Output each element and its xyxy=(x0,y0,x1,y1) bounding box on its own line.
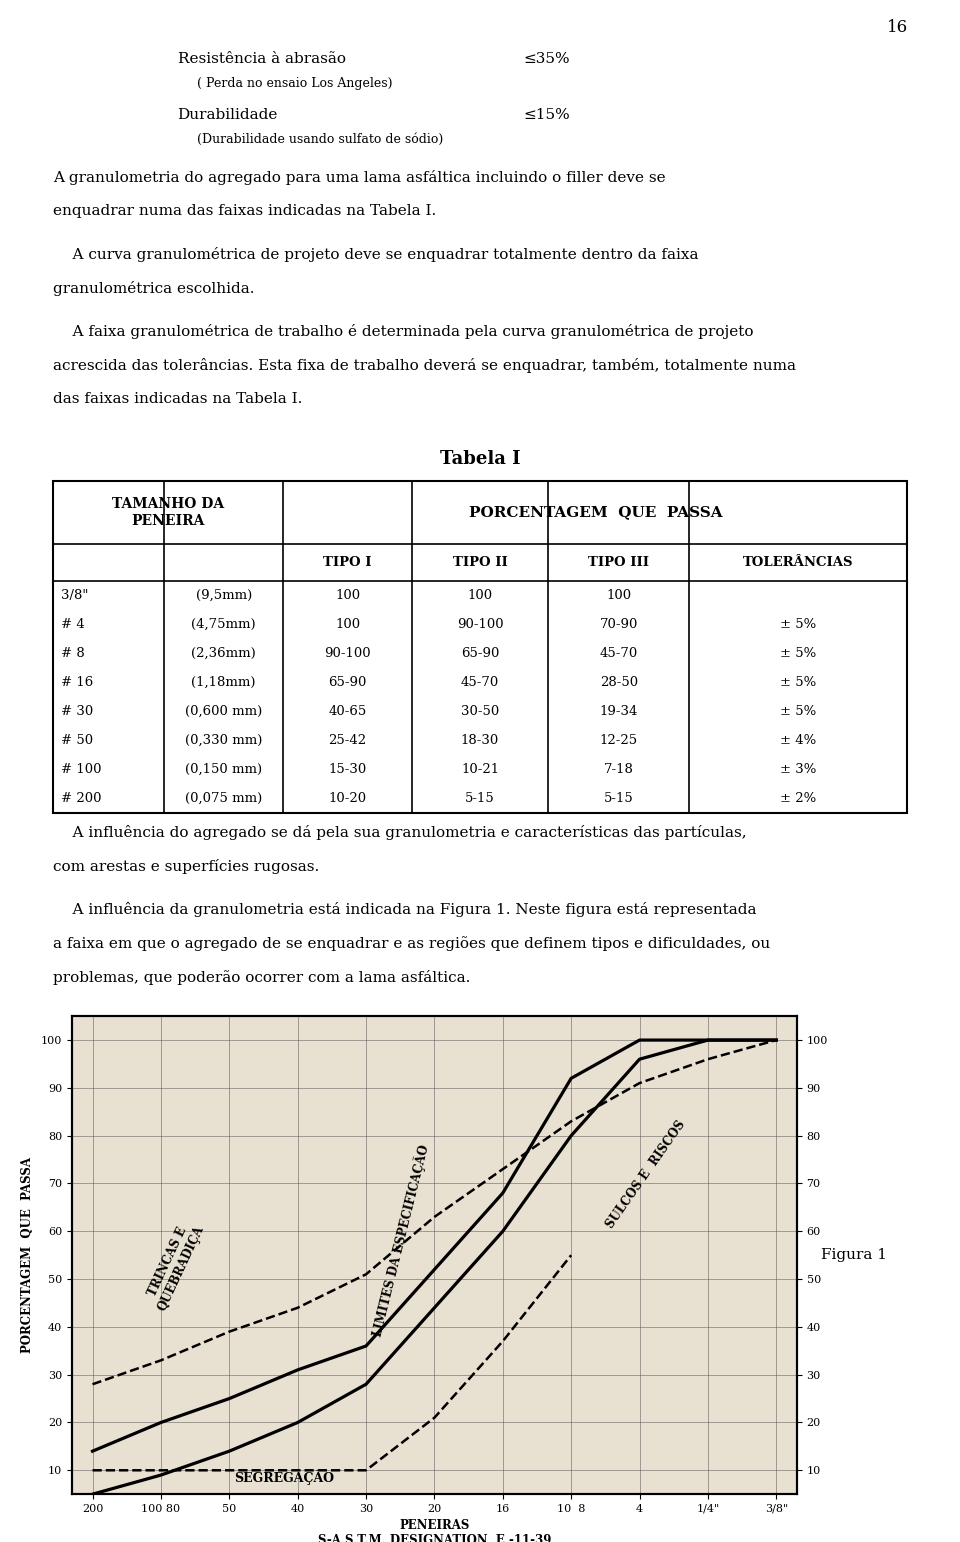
Text: ≤15%: ≤15% xyxy=(523,108,570,122)
Text: # 100: # 100 xyxy=(61,763,102,776)
Y-axis label: PORCENTAGEM  QUE  PASSA: PORCENTAGEM QUE PASSA xyxy=(21,1156,34,1354)
Text: # 8: # 8 xyxy=(61,646,85,660)
Text: TAMANHO DA
PENEIRA: TAMANHO DA PENEIRA xyxy=(112,498,225,527)
Text: 100: 100 xyxy=(335,589,360,601)
Text: 65-90: 65-90 xyxy=(461,646,499,660)
Text: das faixas indicadas na Tabela I.: das faixas indicadas na Tabela I. xyxy=(53,392,302,406)
Text: Figura 1: Figura 1 xyxy=(821,1247,887,1263)
Text: acrescida das tolerâncias. Esta fixa de trabalho deverá se enquadrar, também, to: acrescida das tolerâncias. Esta fixa de … xyxy=(53,358,796,373)
Text: granulométrica escolhida.: granulométrica escolhida. xyxy=(53,281,254,296)
Text: (1,18mm): (1,18mm) xyxy=(191,675,256,689)
Text: TIPO I: TIPO I xyxy=(324,555,372,569)
Text: ± 3%: ± 3% xyxy=(780,763,816,776)
Text: (4,75mm): (4,75mm) xyxy=(191,618,256,631)
Text: (0,075 mm): (0,075 mm) xyxy=(185,791,262,805)
Text: 28-50: 28-50 xyxy=(600,675,637,689)
Text: 10-21: 10-21 xyxy=(461,763,499,776)
Text: a faixa em que o agregado de se enquadrar e as regiões que definem tipos e dific: a faixa em que o agregado de se enquadra… xyxy=(53,936,770,951)
Text: 16: 16 xyxy=(887,19,908,35)
Text: TOLERÂNCIAS: TOLERÂNCIAS xyxy=(743,555,853,569)
Text: ± 5%: ± 5% xyxy=(780,618,816,631)
Text: 15-30: 15-30 xyxy=(328,763,367,776)
Text: 45-70: 45-70 xyxy=(600,646,638,660)
Text: ± 2%: ± 2% xyxy=(780,791,816,805)
Text: # 4: # 4 xyxy=(61,618,85,631)
Text: 100: 100 xyxy=(335,618,360,631)
Text: ( Perda no ensaio Los Angeles): ( Perda no ensaio Los Angeles) xyxy=(197,77,393,89)
Text: TRINCAS E
QUEBRADIÇA: TRINCAS E QUEBRADIÇA xyxy=(142,1217,206,1312)
Text: # 200: # 200 xyxy=(61,791,102,805)
Text: Durabilidade: Durabilidade xyxy=(178,108,278,122)
Text: TIPO II: TIPO II xyxy=(452,555,508,569)
Text: A influência do agregado se dá pela sua granulometria e características das part: A influência do agregado se dá pela sua … xyxy=(53,825,747,840)
Text: 100: 100 xyxy=(468,589,492,601)
Text: Resistência à abrasão: Resistência à abrasão xyxy=(178,52,346,66)
Text: problemas, que poderão ocorrer com a lama asfáltica.: problemas, que poderão ocorrer com a lam… xyxy=(53,970,470,985)
Text: 10-20: 10-20 xyxy=(328,791,367,805)
Text: PORCENTAGEM  QUE  PASSA: PORCENTAGEM QUE PASSA xyxy=(468,506,722,520)
Text: A influência da granulometria está indicada na Figura 1. Neste figura está repre: A influência da granulometria está indic… xyxy=(53,902,756,917)
Text: (Durabilidade usando sulfato de sódio): (Durabilidade usando sulfato de sódio) xyxy=(197,133,444,145)
Text: 18-30: 18-30 xyxy=(461,734,499,746)
Text: 12-25: 12-25 xyxy=(600,734,637,746)
Text: 45-70: 45-70 xyxy=(461,675,499,689)
Text: # 30: # 30 xyxy=(61,705,93,717)
Text: (0,330 mm): (0,330 mm) xyxy=(185,734,262,746)
Text: 40-65: 40-65 xyxy=(328,705,367,717)
Text: Tabela I: Tabela I xyxy=(440,450,520,469)
Text: SEGREGAÇÃO: SEGREGAÇÃO xyxy=(234,1470,334,1485)
Text: ± 5%: ± 5% xyxy=(780,646,816,660)
Text: 90-100: 90-100 xyxy=(324,646,371,660)
Text: 100: 100 xyxy=(607,589,632,601)
Text: 70-90: 70-90 xyxy=(600,618,638,631)
X-axis label: PENEIRAS
S-A.S.T.M. DESIGNATION  E -11-39: PENEIRAS S-A.S.T.M. DESIGNATION E -11-39 xyxy=(318,1519,551,1542)
Text: 90-100: 90-100 xyxy=(457,618,503,631)
Text: 19-34: 19-34 xyxy=(600,705,638,717)
Text: enquadrar numa das faixas indicadas na Tabela I.: enquadrar numa das faixas indicadas na T… xyxy=(53,204,436,217)
Text: 7-18: 7-18 xyxy=(604,763,634,776)
Text: # 16: # 16 xyxy=(61,675,93,689)
Text: 30-50: 30-50 xyxy=(461,705,499,717)
Text: A curva granulométrica de projeto deve se enquadrar totalmente dentro da faixa: A curva granulométrica de projeto deve s… xyxy=(53,247,698,262)
Text: (0,600 mm): (0,600 mm) xyxy=(185,705,262,717)
Text: 5-15: 5-15 xyxy=(604,791,634,805)
Text: ± 4%: ± 4% xyxy=(780,734,816,746)
Text: (9,5mm): (9,5mm) xyxy=(196,589,252,601)
Text: LIMITES DA ESPECIFICAÇÃO: LIMITES DA ESPECIFICAÇÃO xyxy=(370,1143,431,1338)
Text: com arestas e superfícies rugosas.: com arestas e superfícies rugosas. xyxy=(53,859,319,874)
Text: A granulometria do agregado para uma lama asfáltica incluindo o filler deve se: A granulometria do agregado para uma lam… xyxy=(53,170,665,185)
Text: ≤35%: ≤35% xyxy=(523,52,570,66)
Text: TIPO III: TIPO III xyxy=(588,555,649,569)
Text: A faixa granulométrica de trabalho é determinada pela curva granulométrica de pr: A faixa granulométrica de trabalho é det… xyxy=(53,324,754,339)
Text: 5-15: 5-15 xyxy=(466,791,494,805)
Text: # 50: # 50 xyxy=(61,734,93,746)
Text: ± 5%: ± 5% xyxy=(780,675,816,689)
Text: 65-90: 65-90 xyxy=(328,675,367,689)
Text: (2,36mm): (2,36mm) xyxy=(191,646,256,660)
Text: ± 5%: ± 5% xyxy=(780,705,816,717)
Text: (0,150 mm): (0,150 mm) xyxy=(185,763,262,776)
Text: SULCOS E  RISCOS: SULCOS E RISCOS xyxy=(604,1118,688,1231)
Text: 25-42: 25-42 xyxy=(328,734,367,746)
Text: 3/8": 3/8" xyxy=(61,589,88,601)
